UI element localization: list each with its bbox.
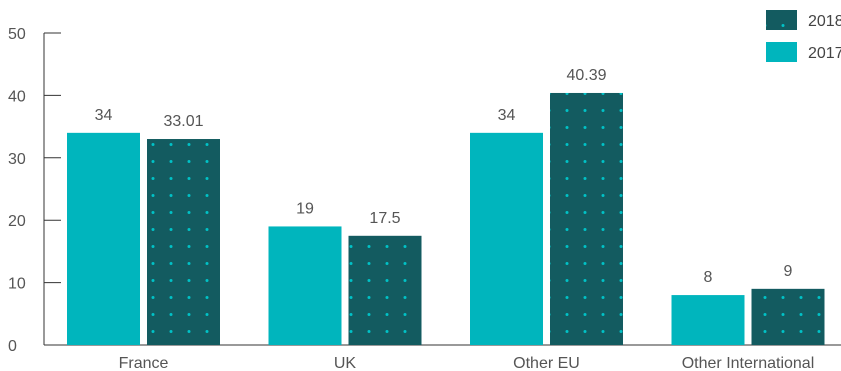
bar-2017-0 — [67, 132, 140, 345]
bar-2017-1 — [268, 226, 342, 345]
legend-label: 2017 — [808, 45, 841, 62]
legend-swatch-2017 — [766, 42, 797, 62]
y-tick-label: 40 — [8, 88, 26, 105]
data-label: 8 — [704, 269, 713, 286]
bar-2017-3 — [671, 295, 745, 345]
legend-swatch-2018 — [766, 10, 797, 30]
data-label: 34 — [498, 107, 516, 124]
x-tick-label: UK — [334, 355, 357, 371]
bar-2018-2 — [550, 92, 623, 345]
legend: 2018 2017 — [766, 10, 841, 62]
data-label: 33.01 — [163, 113, 203, 130]
y-tick-label: 0 — [8, 338, 17, 355]
legend-label: 2018 — [808, 13, 841, 30]
x-tick-label: Other EU — [513, 355, 580, 371]
x-axis-labels: France UK Other EU Other International — [119, 355, 815, 371]
y-tick-label: 30 — [8, 151, 26, 168]
bar-2018-3 — [751, 288, 825, 345]
bar-2017-2 — [470, 132, 543, 345]
x-tick-label: France — [119, 355, 169, 371]
data-label: 34 — [95, 107, 113, 124]
y-tick-label: 50 — [8, 26, 26, 43]
x-tick-label: Other International — [682, 355, 815, 371]
y-tick-label: 10 — [8, 276, 26, 293]
data-label: 9 — [784, 263, 793, 280]
bars — [67, 92, 825, 345]
bar-2018-0 — [147, 139, 220, 345]
data-label: 19 — [296, 200, 314, 217]
bar-2018-1 — [348, 235, 422, 345]
value-labels: 34 33.01 19 17.5 34 40.39 8 9 — [95, 67, 793, 286]
data-label: 40.39 — [566, 67, 606, 84]
y-tick-label: 20 — [8, 213, 26, 230]
data-label: 17.5 — [369, 210, 400, 227]
